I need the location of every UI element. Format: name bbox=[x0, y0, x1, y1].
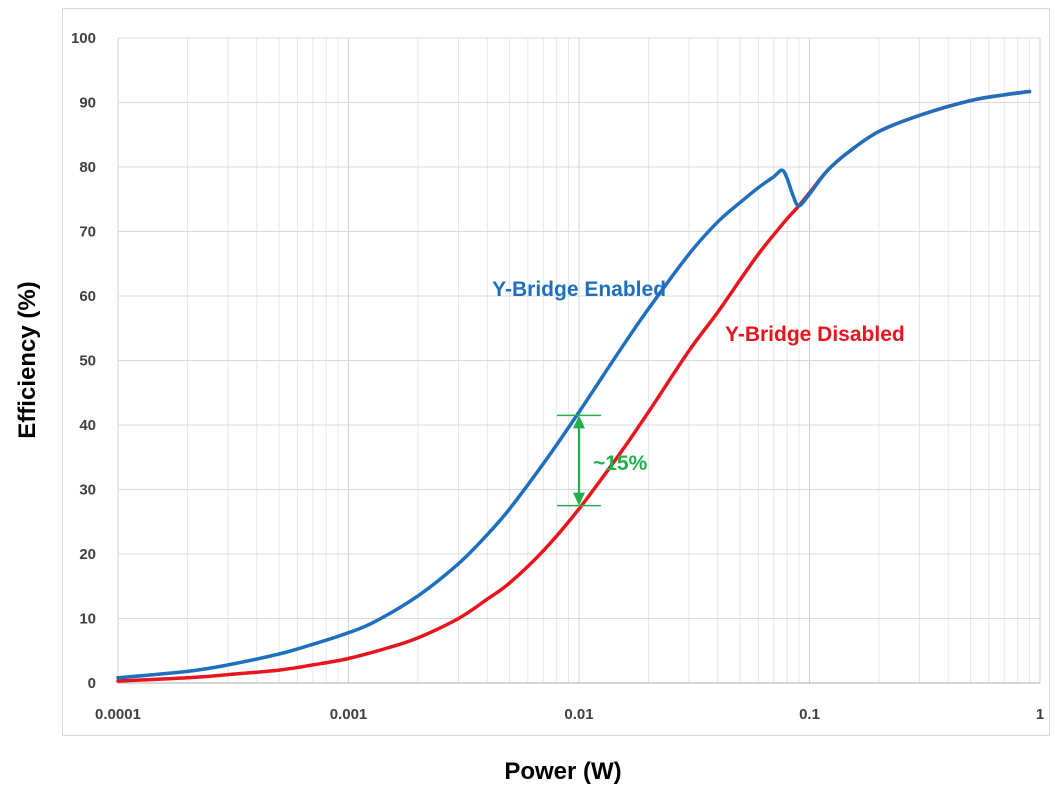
marker-arrowhead-down bbox=[573, 492, 585, 506]
difference-marker bbox=[557, 414, 601, 507]
y-tick-label: 40 bbox=[79, 417, 96, 434]
x-tick-label: 0.01 bbox=[564, 706, 593, 723]
x-tick-label: 0.001 bbox=[330, 706, 368, 723]
y-tick-label: 10 bbox=[79, 611, 96, 628]
series-lines bbox=[116, 89, 1032, 683]
y-tick-label: 70 bbox=[79, 224, 96, 241]
y-tick-label: 80 bbox=[79, 159, 96, 176]
y-tick-label: 60 bbox=[79, 288, 96, 305]
y-bridge-enabled-line bbox=[116, 89, 1032, 680]
annotations: Y-Bridge Enabled Y-Bridge Disabled ~15% bbox=[492, 278, 905, 475]
x-tick-label: 0.1 bbox=[799, 706, 820, 723]
x-axis-title: Power (W) bbox=[504, 758, 621, 785]
x-tick-label: 0.0001 bbox=[95, 706, 141, 723]
y-tick-label: 50 bbox=[79, 353, 96, 370]
y-tick-label: 20 bbox=[79, 546, 96, 563]
grid bbox=[117, 37, 1041, 683]
annotation-15: ~15% bbox=[593, 452, 648, 475]
y-tick-label: 100 bbox=[71, 30, 96, 47]
marker-arrowhead-up bbox=[573, 415, 585, 429]
y-tick-label: 0 bbox=[88, 675, 96, 692]
x-tick-label: 1 bbox=[1036, 706, 1044, 723]
annotation-y-bridge-enabled: Y-Bridge Enabled bbox=[492, 278, 666, 301]
y-tick-label: 90 bbox=[79, 95, 96, 112]
annotation-y-bridge-disabled: Y-Bridge Disabled bbox=[725, 323, 905, 346]
tick-labels: 0 10 20 30 40 50 60 70 80 90 100 0.0001 0.001 0.01 0.1… bbox=[71, 30, 1044, 723]
y-bridge-disabled-line bbox=[116, 89, 1032, 683]
y-axis-title: Efficiency (%) bbox=[14, 281, 41, 438]
chart-frame bbox=[62, 8, 1050, 736]
y-tick-label: 30 bbox=[79, 482, 96, 499]
